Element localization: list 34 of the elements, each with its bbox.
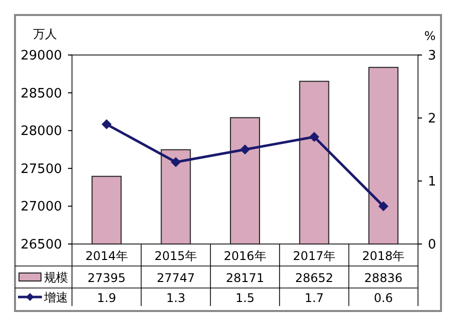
x-tick-label: 2017年 [292,249,336,263]
data-label: 1.5 [235,291,255,305]
y-tick-label: 28000 [20,124,62,140]
y-tick-label: 27000 [20,200,62,215]
x-tick-label: 2015年 [154,249,198,263]
data-label: 28171 [226,271,264,285]
y-tick-label: 26500 [20,238,62,252]
y-tick-label: 28500 [20,86,62,102]
x-tick-label: 2016年 [224,249,266,263]
y2-tick-label: 3 [428,48,436,64]
point [378,201,388,212]
y2-tick-label: 2 [428,112,436,126]
data-label: 1.3 [166,291,186,305]
y2-tick-label: 1 [428,174,436,190]
data-label: 1.9 [97,291,116,305]
y2-tick-label: 0 [428,238,436,252]
point [309,132,320,142]
legend-label: 增速 [43,290,68,304]
legend-label: 规模 [44,270,68,284]
y2-axis-title: % [424,29,436,43]
data-label: 28652 [295,271,334,285]
y-tick-label: 29000 [20,48,62,64]
data-label: 28836 [364,271,402,285]
point [240,144,250,154]
data-label: 27395 [88,271,126,285]
data-label: 1.7 [304,291,324,305]
data-label: 0.6 [374,291,393,305]
x-tick-label: 2018年 [362,249,405,263]
x-tick-label: 2014年 [85,249,128,263]
point [170,157,181,168]
point [102,119,112,130]
data-label: 27747 [156,271,195,285]
y-tick-label: 27500 [20,162,62,177]
y-axis-title: 万人 [33,27,57,41]
